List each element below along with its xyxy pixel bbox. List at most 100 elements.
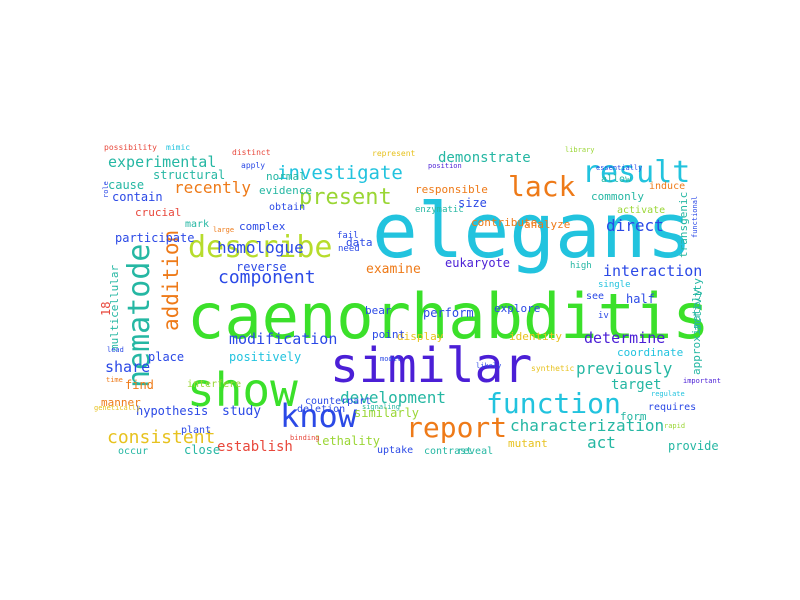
word-binding: binding: [290, 434, 320, 442]
word-normal: normal: [266, 170, 306, 183]
word-contain: contain: [112, 190, 163, 204]
word-caenorhabditis: caenorhabditis: [187, 280, 710, 353]
word-direct: direct: [606, 216, 664, 235]
word-uptake: uptake: [377, 445, 413, 456]
word-form: form: [620, 410, 647, 423]
word-present: present: [299, 185, 392, 210]
word-describe: describe: [188, 230, 333, 265]
word-18: 18: [99, 302, 113, 316]
word-important: important: [683, 377, 721, 385]
word-manner: manner: [101, 396, 141, 409]
word-synthetic: synthetic: [531, 364, 575, 373]
word-rapid: rapid: [664, 422, 685, 430]
word-iv: iv: [598, 311, 609, 321]
word-position: position: [428, 162, 462, 170]
word-analyze: analyze: [524, 218, 570, 231]
word-addition: addition: [159, 230, 183, 331]
word-activate: activate: [617, 205, 665, 216]
word-activity: activity: [691, 278, 704, 331]
word-previously: previously: [576, 359, 673, 378]
word-explore: explore: [494, 302, 540, 315]
word-characterization: characterization: [510, 416, 664, 435]
word-deletion: deletion: [297, 404, 345, 415]
word-reveal: reveal: [457, 446, 493, 457]
word-identity: identity: [509, 330, 562, 343]
word-find: find: [125, 378, 154, 392]
word-perform: perform: [423, 306, 474, 320]
word-genetically: genetically: [94, 404, 140, 412]
word-model: model: [380, 355, 401, 363]
word-consistent: consistent: [107, 427, 215, 448]
word-induce: induce: [649, 181, 685, 192]
word-allow: allow: [601, 174, 632, 185]
word-participate: participate: [115, 231, 194, 245]
word-contrast: contrast: [424, 446, 472, 457]
word-lack: lack: [508, 170, 576, 203]
word-place: place: [148, 350, 184, 364]
word-single: single: [598, 280, 631, 290]
word-display: display: [397, 330, 444, 343]
word-essentially: essentially: [596, 164, 642, 172]
word-show: show: [187, 363, 298, 417]
word-similar: similar: [330, 338, 532, 394]
word-enzymatic: enzymatic: [415, 205, 464, 215]
word-functional: functional: [691, 196, 699, 238]
word-complex: complex: [239, 220, 286, 233]
word-establish: establish: [217, 439, 293, 455]
word-signaling: signaling: [362, 403, 400, 411]
word-elegans: elegans: [372, 186, 692, 275]
word-time: time: [106, 376, 123, 384]
word-experimental: experimental: [108, 153, 216, 171]
word-nematode: nematode: [122, 244, 157, 389]
word-half: half: [626, 292, 655, 306]
word-act: act: [587, 433, 616, 452]
word-point: point: [372, 328, 405, 341]
word-eukaryote: eukaryote: [445, 256, 510, 270]
word-bear: bear: [365, 304, 392, 317]
word-study: study: [222, 404, 261, 419]
word-high: high: [570, 261, 592, 271]
word-positively: positively: [229, 350, 301, 364]
word-evidence: evidence: [259, 184, 312, 197]
word-mimic: mimic: [166, 143, 190, 152]
word-commonly: commonly: [591, 190, 644, 203]
word-provide: provide: [668, 439, 719, 453]
word-homologue: homologue: [217, 238, 304, 257]
word-modification: modification: [229, 330, 337, 348]
word-possibility: possibility: [104, 143, 157, 152]
word-report: report: [406, 411, 507, 444]
word-hypothesis: hypothesis: [136, 404, 208, 418]
word-similarly: similarly: [354, 406, 419, 420]
word-approximately: approximately: [690, 289, 703, 375]
word-large: large: [213, 226, 234, 234]
word-close: close: [184, 443, 220, 457]
word-contribute: contribute: [471, 216, 537, 229]
word-counterpart: counterpart: [305, 396, 371, 407]
word-library: library: [565, 146, 595, 154]
word-recently: recently: [174, 178, 251, 197]
word-share: share: [105, 358, 150, 376]
word-role: role: [102, 181, 110, 198]
word-plant: plant: [181, 425, 211, 436]
word-size: size: [458, 196, 487, 210]
word-demonstrate: demonstrate: [438, 150, 531, 166]
word-development: development: [340, 388, 446, 407]
word-target: target: [611, 377, 662, 393]
word-reverse: reverse: [236, 260, 287, 274]
word-investigate: investigate: [277, 162, 403, 184]
word-component: component: [218, 267, 316, 288]
word-structural: structural: [153, 168, 225, 182]
word-result: result: [582, 155, 690, 190]
word-determine: determine: [584, 329, 665, 347]
word-represent: represent: [372, 149, 416, 158]
word-transgenic: transgenic: [677, 192, 690, 258]
word-see: see: [586, 291, 604, 302]
word-fail: fail: [337, 231, 359, 241]
word-data: data: [346, 236, 373, 249]
word-need: need: [338, 244, 360, 254]
word-regulate: regulate: [651, 390, 685, 398]
word-distinct: distinct: [232, 148, 271, 157]
word-multicellular: multicellular: [108, 265, 121, 351]
